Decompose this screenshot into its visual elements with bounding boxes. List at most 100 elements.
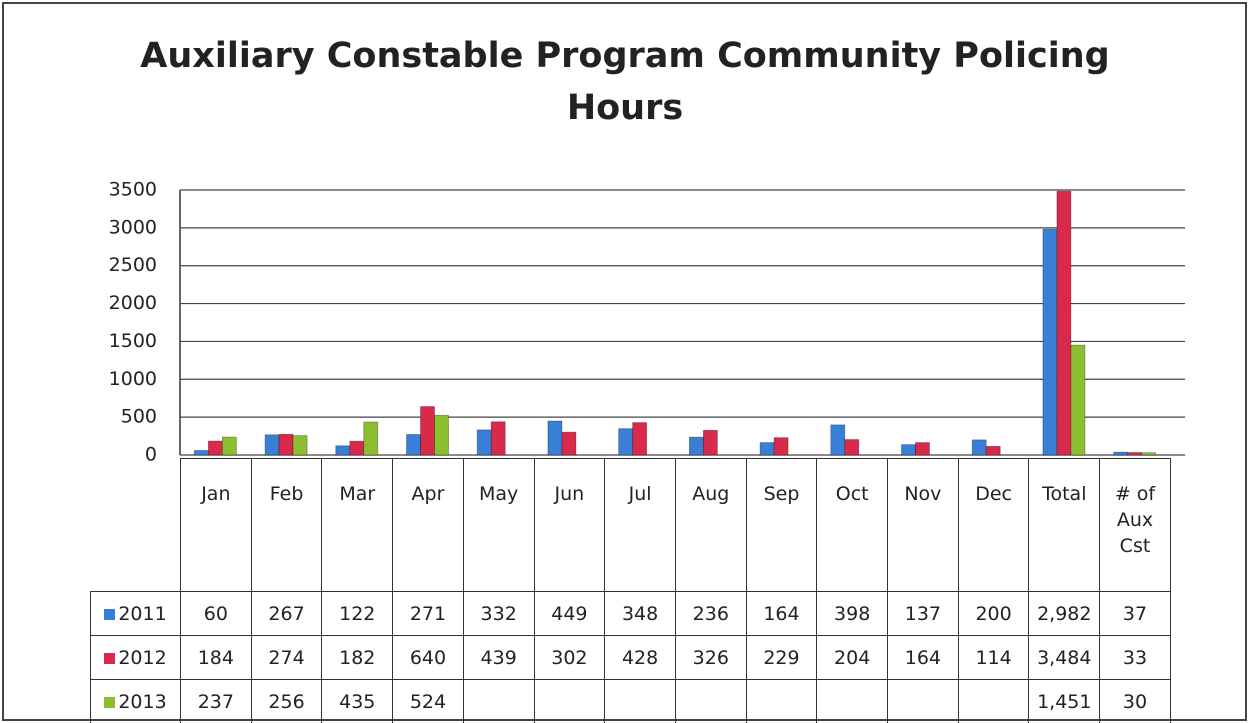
bar (1141, 452, 1157, 456)
bar (759, 442, 775, 456)
data-cell: 348 (604, 591, 676, 636)
data-cell: 640 (392, 635, 464, 680)
bar (688, 436, 704, 456)
data-cell: 114 (957, 635, 1030, 680)
data-cell: 30 (1099, 679, 1171, 723)
data-cell: 398 (816, 591, 889, 636)
bar (844, 439, 860, 456)
bar (1056, 190, 1072, 456)
data-cell: 60 (180, 591, 252, 636)
x-tick-label: May (462, 458, 535, 592)
bar (901, 444, 916, 456)
legend-entry: 2012 (90, 635, 181, 680)
data-table: Jan Feb Mar Apr May Jun Jul Aug Sep Oct Nov Dec Tota… (90, 458, 1171, 723)
data-cell: 1,451 (1028, 679, 1101, 723)
empty-cell (957, 679, 1030, 723)
bar (915, 442, 930, 456)
bar (434, 414, 449, 456)
bar (193, 450, 209, 456)
data-cell: 439 (462, 635, 535, 680)
data-cell: 271 (392, 591, 464, 636)
data-cell: 332 (462, 591, 535, 636)
data-cell: 435 (321, 679, 394, 723)
data-cell: 256 (250, 679, 323, 723)
data-row: 2011 60 267 122 271 332 449 348 236 164 398 137 200 2… (90, 591, 1171, 636)
legend-label: 2012 (118, 646, 167, 669)
bar (1070, 344, 1086, 456)
data-cell: 200 (957, 591, 1030, 636)
bar (1113, 451, 1129, 456)
bar (830, 424, 846, 456)
blank-cell (90, 458, 181, 592)
bar (476, 429, 492, 456)
bar (349, 440, 365, 456)
legend-entry: 2011 (90, 591, 181, 636)
bar (702, 429, 718, 456)
data-cell: 229 (745, 635, 818, 680)
data-cell: 137 (887, 591, 959, 636)
data-cell: 524 (392, 679, 464, 723)
data-cell: 237 (180, 679, 252, 723)
data-cell: 428 (604, 635, 676, 680)
legend-swatch (104, 696, 116, 708)
y-tick-label: 1000 (109, 368, 157, 390)
x-tick-label: Sep (745, 458, 818, 592)
bar (292, 435, 308, 456)
legend-swatch (104, 608, 116, 620)
legend-label: 2013 (118, 690, 167, 713)
y-tick-label: 500 (121, 406, 157, 428)
bar (278, 433, 294, 456)
bar (632, 422, 648, 456)
data-cell: 37 (1099, 591, 1171, 636)
x-tick-label: Jun (533, 458, 606, 592)
empty-cell (674, 679, 747, 723)
bar (221, 436, 237, 456)
bar (985, 445, 1001, 456)
chart-title: Auxiliary Constable Program Community Po… (140, 36, 1110, 128)
bar (773, 437, 789, 456)
empty-cell (887, 679, 959, 723)
data-cell: 182 (321, 635, 394, 680)
legend-label: 2011 (118, 602, 167, 625)
y-tick-label: 3000 (109, 216, 157, 238)
x-tick-label: Jan (180, 458, 252, 592)
bar (561, 431, 577, 456)
x-tick-label: Mar (321, 458, 394, 592)
x-tick-label: Total (1028, 458, 1101, 592)
title-box: Auxiliary Constable Program Community Po… (140, 36, 1110, 128)
empty-cell (462, 679, 535, 723)
bar (335, 445, 351, 456)
x-tick-label: Apr (392, 458, 464, 592)
data-cell: 274 (250, 635, 323, 680)
x-tick-label: Aug (674, 458, 747, 592)
bar (363, 421, 379, 456)
empty-cell (604, 679, 676, 723)
x-tick-label: Dec (957, 458, 1030, 592)
empty-cell (745, 679, 818, 723)
bar (406, 434, 421, 456)
bar (1042, 228, 1058, 456)
data-cell: 184 (180, 635, 252, 680)
bar (618, 428, 634, 456)
data-cell: 302 (533, 635, 606, 680)
data-row: 2013 237 256 435 524 1,451 30 (90, 679, 1171, 723)
data-cell: 122 (321, 591, 394, 636)
data-cell: 164 (745, 591, 818, 636)
y-tick-label: 2500 (109, 254, 157, 276)
data-cell: 164 (887, 635, 959, 680)
x-tick-label: # of Aux Cst (1099, 458, 1171, 592)
bar (1127, 452, 1143, 456)
header-row: Jan Feb Mar Apr May Jun Jul Aug Sep Oct Nov Dec Tota… (90, 458, 1171, 592)
empty-cell (816, 679, 889, 723)
y-tick-label: 2000 (109, 292, 157, 314)
bar (207, 440, 223, 456)
data-cell: 204 (816, 635, 889, 680)
data-cell: 236 (674, 591, 747, 636)
bar (490, 421, 506, 456)
data-cell: 267 (250, 591, 323, 636)
bar (547, 420, 563, 456)
data-row: 2012 184 274 182 640 439 302 428 326 229 204 164 114… (90, 635, 1171, 680)
legend-entry: 2013 (90, 679, 181, 723)
